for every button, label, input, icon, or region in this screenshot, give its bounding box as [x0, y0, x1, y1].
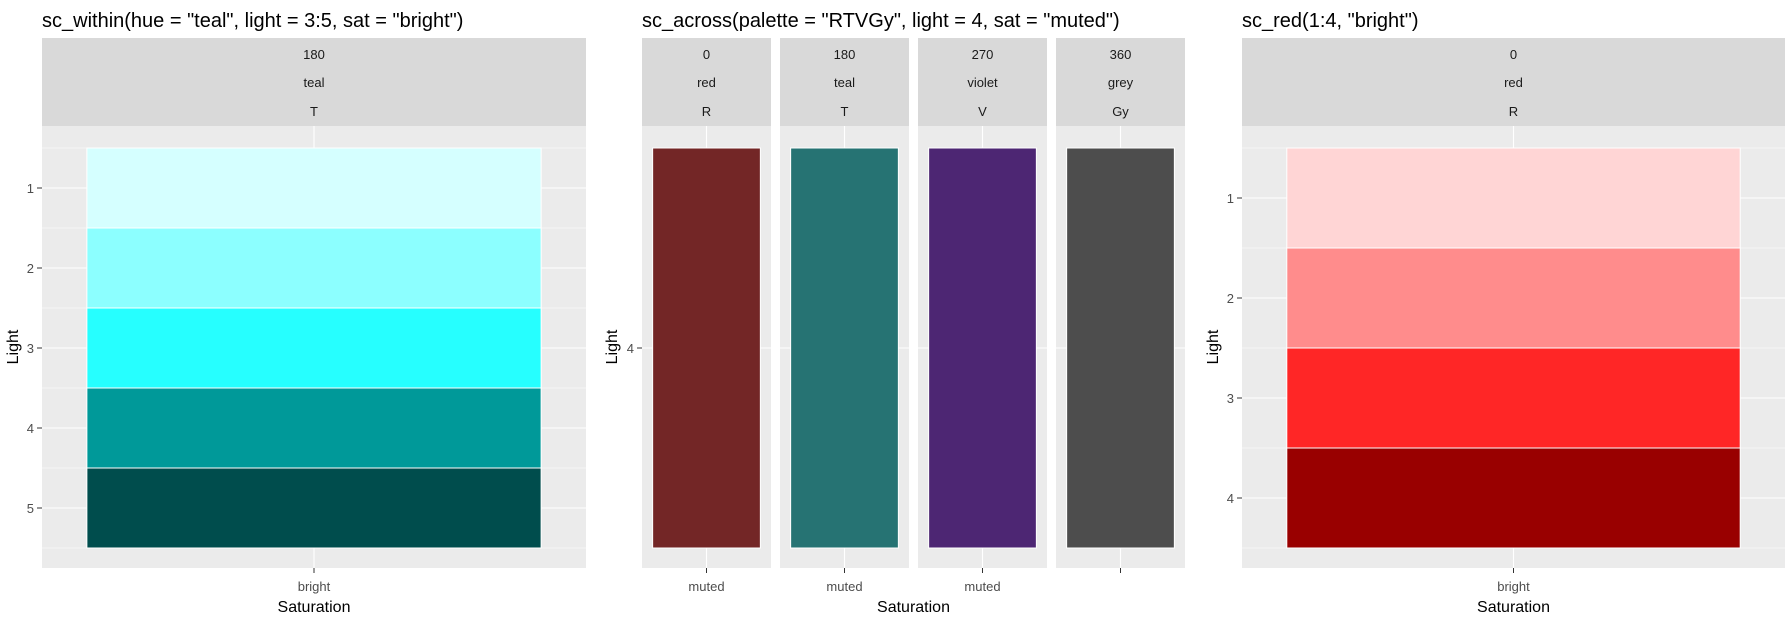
- facet-strip-label: teal: [834, 75, 855, 90]
- tile-mark: [86, 387, 542, 469]
- tile-mark: [790, 147, 899, 549]
- facet-strip: [42, 38, 586, 126]
- tile-mark: [928, 147, 1037, 549]
- chart-title: sc_red(1:4, "bright"): [1242, 10, 1419, 32]
- facet-strip: [780, 38, 909, 126]
- x-tick-label: muted: [964, 579, 1000, 594]
- tile-mark: [86, 227, 542, 309]
- tile-mark: [1286, 447, 1741, 549]
- facet-strip-label: teal: [304, 75, 325, 90]
- facet-strip-label: 360: [1110, 47, 1132, 62]
- tile-mark: [86, 307, 542, 389]
- chart-title: sc_across(palette = "RTVGy", light = 4, …: [642, 10, 1120, 32]
- facet-strip-label: red: [697, 75, 716, 90]
- facet-strip-label: Gy: [1112, 104, 1129, 119]
- facet-strip-label: T: [841, 104, 849, 119]
- tile-mark: [1286, 147, 1741, 249]
- chart-title: sc_within(hue = "teal", light = 3:5, sat…: [42, 10, 463, 32]
- y-tick-label: 3: [27, 341, 34, 356]
- y-tick-label: 1: [27, 181, 34, 196]
- y-tick-label: 3: [1227, 391, 1234, 406]
- y-axis-title: Light: [5, 329, 22, 364]
- y-axis-title: Light: [1205, 329, 1222, 364]
- facet-strip-label: 180: [303, 47, 325, 62]
- facet-strip-label: R: [1509, 104, 1518, 119]
- facet-strip-label: red: [1504, 75, 1523, 90]
- x-axis-title: Saturation: [877, 599, 950, 616]
- x-axis-title: Saturation: [278, 599, 351, 616]
- tile-mark: [652, 147, 761, 549]
- facet-strip: [642, 38, 771, 126]
- y-tick-label: 2: [27, 261, 34, 276]
- y-tick-label: 4: [27, 421, 34, 436]
- facet-strip-label: T: [310, 104, 318, 119]
- x-tick-label: bright: [1497, 579, 1530, 594]
- facet-strip: [1056, 38, 1185, 126]
- facet-strip-label: 270: [972, 47, 994, 62]
- facet-strip-label: 0: [1510, 47, 1517, 62]
- tile-mark: [1286, 347, 1741, 449]
- facet-strip-label: 180: [834, 47, 856, 62]
- x-axis-title: Saturation: [1477, 599, 1550, 616]
- tile-mark: [1066, 147, 1175, 549]
- y-tick-label: 5: [27, 501, 34, 516]
- facet-strip-label: 0: [703, 47, 710, 62]
- facet-strip-label: V: [978, 104, 987, 119]
- facet-strip-label: grey: [1108, 75, 1134, 90]
- y-tick-label: 1: [1227, 191, 1234, 206]
- x-tick-label: bright: [298, 579, 331, 594]
- y-tick-label: 2: [1227, 291, 1234, 306]
- facet-strip: [918, 38, 1047, 126]
- tile-mark: [86, 147, 542, 229]
- x-tick-label: muted: [688, 579, 724, 594]
- tile-mark: [86, 467, 542, 549]
- tile-mark: [1286, 247, 1741, 349]
- y-tick-label: 4: [1227, 491, 1234, 506]
- facet-strip-label: violet: [967, 75, 998, 90]
- facet-strip-label: R: [702, 104, 711, 119]
- facet-strip: [1242, 38, 1785, 126]
- y-tick-label: 4: [627, 341, 634, 356]
- x-tick-label: muted: [826, 579, 862, 594]
- y-axis-title: Light: [604, 329, 621, 364]
